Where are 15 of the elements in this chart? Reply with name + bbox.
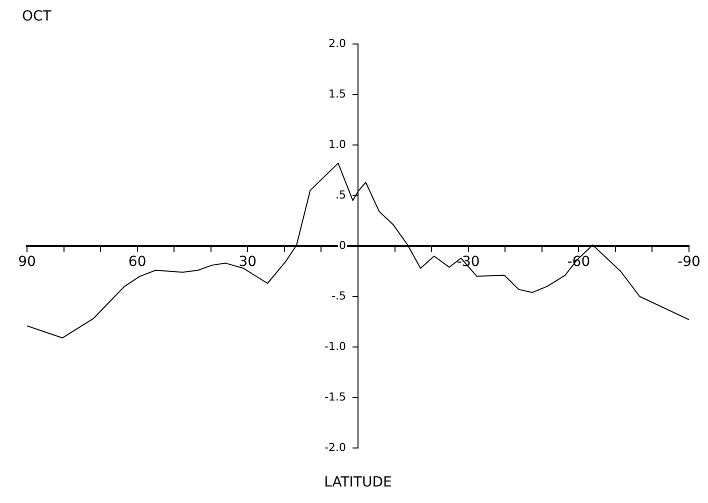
y-tick-label: 1.5	[328, 87, 346, 100]
y-tick-label: -.5	[332, 289, 346, 302]
y-tick-label: 2.0	[328, 36, 346, 50]
y-tick-label: -1.0	[324, 340, 346, 353]
x-tick-label: 60	[128, 254, 146, 270]
x-tick-label: -90	[678, 254, 700, 270]
x-axis-title: LATITUDE	[324, 474, 392, 491]
x-tick-label: 90	[18, 254, 36, 270]
y-tick-label: 1.0	[328, 138, 346, 151]
y-tick-label: -2.0	[324, 440, 346, 454]
y-tick-label: -1.5	[324, 390, 346, 404]
y-tick-label: 0	[339, 238, 346, 252]
chart-title: OCT	[22, 8, 52, 25]
x-tick-label: 30	[238, 254, 257, 270]
y-tick-label: .5	[336, 188, 346, 202]
